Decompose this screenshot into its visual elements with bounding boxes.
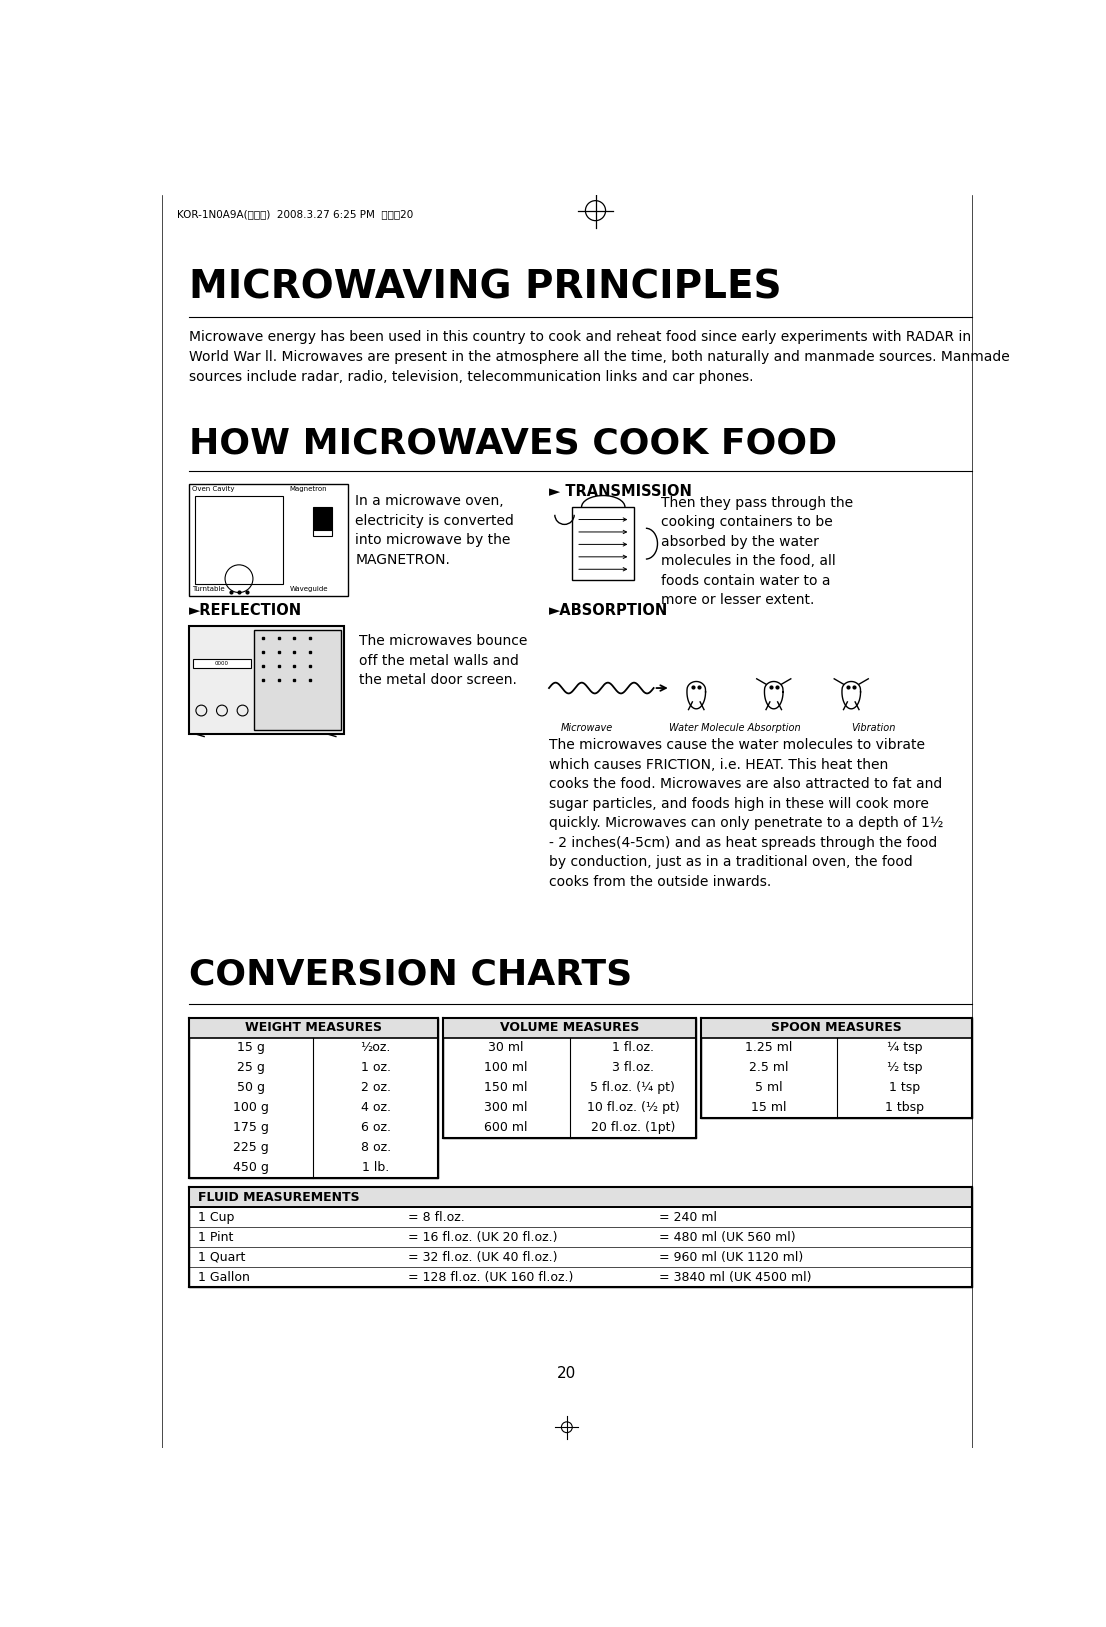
Text: 6 oz.: 6 oz. bbox=[361, 1121, 390, 1134]
Text: The microwaves cause the water molecules to vibrate
which causes FRICTION, i.e. : The microwaves cause the water molecules… bbox=[549, 739, 943, 888]
Text: WEIGHT MEASURES: WEIGHT MEASURES bbox=[244, 1022, 382, 1035]
Text: 0000: 0000 bbox=[215, 661, 229, 665]
Text: 30 ml: 30 ml bbox=[489, 1041, 524, 1054]
Text: HOW MICROWAVES COOK FOOD: HOW MICROWAVES COOK FOOD bbox=[189, 426, 837, 460]
Text: = 480 ml (UK 560 ml): = 480 ml (UK 560 ml) bbox=[659, 1230, 795, 1243]
Text: = 128 fl.oz. (UK 160 fl.oz.): = 128 fl.oz. (UK 160 fl.oz.) bbox=[408, 1271, 573, 1284]
Text: Oven Cavity: Oven Cavity bbox=[192, 486, 234, 493]
Bar bbox=[189, 1017, 438, 1178]
Text: 600 ml: 600 ml bbox=[484, 1121, 528, 1134]
Bar bbox=[189, 1188, 972, 1207]
Text: 5 ml: 5 ml bbox=[755, 1082, 783, 1095]
Text: ►ABSORPTION: ►ABSORPTION bbox=[549, 604, 668, 618]
Text: KOR-1N0A9A(영기분)  2008.3.27 6:25 PM  페이지20: KOR-1N0A9A(영기분) 2008.3.27 6:25 PM 페이지20 bbox=[177, 210, 414, 220]
Text: 1 lb.: 1 lb. bbox=[362, 1162, 389, 1175]
Text: 300 ml: 300 ml bbox=[484, 1101, 528, 1114]
Bar bbox=[572, 508, 634, 581]
Text: 1 oz.: 1 oz. bbox=[361, 1061, 390, 1074]
Text: MICROWAVING PRINCIPLES: MICROWAVING PRINCIPLES bbox=[189, 268, 781, 306]
Text: 15 ml: 15 ml bbox=[751, 1101, 786, 1114]
Bar bbox=[192, 659, 251, 669]
Text: ► TRANSMISSION: ► TRANSMISSION bbox=[549, 483, 692, 499]
Bar bbox=[189, 483, 347, 595]
Text: 2.5 ml: 2.5 ml bbox=[749, 1061, 789, 1074]
Text: 15 g: 15 g bbox=[237, 1041, 265, 1054]
Text: 150 ml: 150 ml bbox=[484, 1082, 528, 1095]
Text: Magnetron: Magnetron bbox=[290, 486, 327, 493]
Text: 1.25 ml: 1.25 ml bbox=[745, 1041, 792, 1054]
Text: 1 Quart: 1 Quart bbox=[198, 1251, 246, 1264]
Text: 450 g: 450 g bbox=[233, 1162, 269, 1175]
Text: 1 Cup: 1 Cup bbox=[198, 1210, 234, 1224]
Text: CONVERSION CHARTS: CONVERSION CHARTS bbox=[189, 958, 632, 991]
Bar bbox=[313, 508, 332, 530]
Bar bbox=[701, 1017, 972, 1038]
Bar bbox=[189, 626, 344, 734]
Text: The microwaves bounce
off the metal walls and
the metal door screen.: The microwaves bounce off the metal wall… bbox=[359, 635, 528, 687]
Bar bbox=[701, 1017, 972, 1118]
Text: 50 g: 50 g bbox=[237, 1082, 265, 1095]
Text: 1 Pint: 1 Pint bbox=[198, 1230, 233, 1243]
Text: ½oz.: ½oz. bbox=[361, 1041, 392, 1054]
Text: ½ tsp: ½ tsp bbox=[887, 1061, 922, 1074]
Text: = 240 ml: = 240 ml bbox=[659, 1210, 717, 1224]
Text: 4 oz.: 4 oz. bbox=[361, 1101, 390, 1114]
Bar bbox=[253, 630, 341, 731]
Text: 100 g: 100 g bbox=[233, 1101, 269, 1114]
Text: 1 tbsp: 1 tbsp bbox=[885, 1101, 924, 1114]
Text: 8 oz.: 8 oz. bbox=[361, 1141, 390, 1154]
Text: Vibration: Vibration bbox=[852, 722, 896, 732]
Text: 3 fl.oz.: 3 fl.oz. bbox=[612, 1061, 654, 1074]
Text: 5 fl.oz. (¼ pt): 5 fl.oz. (¼ pt) bbox=[591, 1082, 676, 1095]
Text: = 32 fl.oz. (UK 40 fl.oz.): = 32 fl.oz. (UK 40 fl.oz.) bbox=[408, 1251, 557, 1264]
Text: = 960 ml (UK 1120 ml): = 960 ml (UK 1120 ml) bbox=[659, 1251, 803, 1264]
Text: 20: 20 bbox=[557, 1365, 576, 1381]
Text: In a microwave oven,
electricity is converted
into microwave by the
MAGNETRON.: In a microwave oven, electricity is conv… bbox=[355, 495, 514, 566]
Bar bbox=[313, 530, 332, 537]
Text: 25 g: 25 g bbox=[237, 1061, 265, 1074]
Text: Turntable: Turntable bbox=[192, 586, 226, 592]
Bar bbox=[442, 1017, 697, 1137]
Text: ►REFLECTION: ►REFLECTION bbox=[189, 604, 302, 618]
Text: = 8 fl.oz.: = 8 fl.oz. bbox=[408, 1210, 465, 1224]
Bar bbox=[189, 1188, 972, 1287]
Text: 20 fl.oz. (1pt): 20 fl.oz. (1pt) bbox=[591, 1121, 675, 1134]
Text: 1 Gallon: 1 Gallon bbox=[198, 1271, 250, 1284]
Text: 100 ml: 100 ml bbox=[484, 1061, 528, 1074]
Text: 1 fl.oz.: 1 fl.oz. bbox=[612, 1041, 654, 1054]
Text: 10 fl.oz. (½ pt): 10 fl.oz. (½ pt) bbox=[586, 1101, 679, 1114]
Text: 2 oz.: 2 oz. bbox=[361, 1082, 390, 1095]
Text: VOLUME MEASURES: VOLUME MEASURES bbox=[500, 1022, 639, 1035]
Text: 225 g: 225 g bbox=[233, 1141, 269, 1154]
Text: = 16 fl.oz. (UK 20 fl.oz.): = 16 fl.oz. (UK 20 fl.oz.) bbox=[408, 1230, 557, 1243]
Text: = 3840 ml (UK 4500 ml): = 3840 ml (UK 4500 ml) bbox=[659, 1271, 811, 1284]
Text: Then they pass through the
cooking containers to be
absorbed by the water
molecu: Then they pass through the cooking conta… bbox=[661, 496, 854, 607]
Text: 1 tsp: 1 tsp bbox=[889, 1082, 920, 1095]
Text: Waveguide: Waveguide bbox=[290, 586, 327, 592]
Text: ¼ tsp: ¼ tsp bbox=[887, 1041, 922, 1054]
Bar bbox=[195, 496, 283, 584]
Text: Microwave: Microwave bbox=[561, 722, 613, 732]
Text: FLUID MEASUREMENTS: FLUID MEASUREMENTS bbox=[198, 1191, 359, 1204]
Text: Water Molecule Absorption: Water Molecule Absorption bbox=[669, 722, 801, 732]
Bar bbox=[442, 1017, 697, 1038]
Text: 175 g: 175 g bbox=[233, 1121, 269, 1134]
Text: SPOON MEASURES: SPOON MEASURES bbox=[771, 1022, 901, 1035]
Bar bbox=[189, 1017, 438, 1038]
Text: Microwave energy has been used in this country to cook and reheat food since ear: Microwave energy has been used in this c… bbox=[189, 330, 1010, 384]
